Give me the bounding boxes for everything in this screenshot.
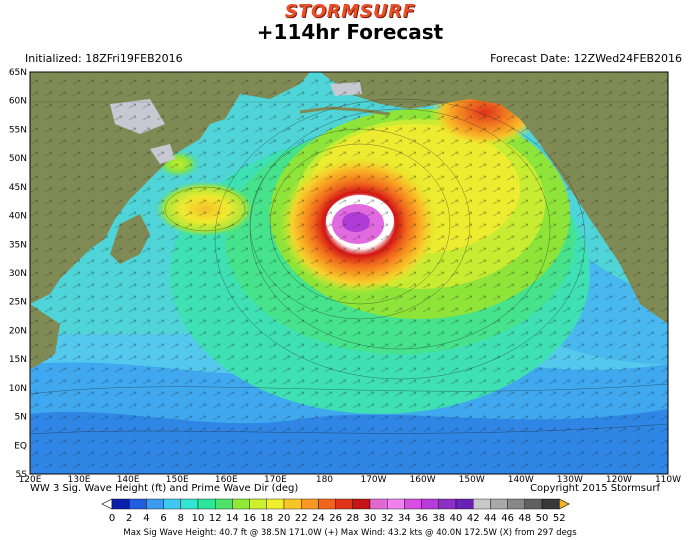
legend-label: 6 bbox=[160, 513, 166, 524]
legend-label: 42 bbox=[467, 513, 480, 524]
legend-swatch bbox=[541, 498, 560, 510]
forecast-date: Forecast Date: 12ZWed24FEB2016 bbox=[490, 52, 682, 65]
legend-swatch bbox=[163, 498, 182, 510]
legend-label: 28 bbox=[346, 513, 359, 524]
legend-swatch bbox=[524, 498, 543, 510]
lon-label: 160W bbox=[410, 475, 436, 484]
legend-label: 52 bbox=[553, 513, 566, 524]
lat-label: 55N bbox=[9, 125, 27, 135]
lon-label: 180 bbox=[316, 475, 333, 484]
lat-label: 5N bbox=[15, 413, 27, 423]
lon-label: 140W bbox=[508, 475, 534, 484]
legend-label: 8 bbox=[178, 513, 184, 524]
lat-label: 60N bbox=[9, 97, 27, 107]
legend-label: 34 bbox=[398, 513, 411, 524]
lon-label: 140E bbox=[117, 475, 140, 484]
legend-swatch bbox=[507, 498, 526, 510]
legend-label: 18 bbox=[260, 513, 273, 524]
legend-label: 0 bbox=[109, 513, 115, 524]
lat-label: EQ bbox=[14, 441, 27, 451]
legend-label: 10 bbox=[192, 513, 205, 524]
legend-swatch bbox=[146, 498, 164, 510]
lon-label: 120E bbox=[19, 475, 42, 484]
initialized-time: Initialized: 18ZFri19FEB2016 bbox=[25, 52, 183, 65]
legend-swatch bbox=[335, 498, 354, 510]
legend-swatch bbox=[232, 498, 250, 510]
copyright: Copyright 2015 Stormsurf bbox=[530, 483, 660, 494]
lat-label: 20N bbox=[9, 326, 27, 336]
legend-swatch bbox=[214, 498, 233, 510]
legend-swatch bbox=[283, 498, 302, 510]
lon-label: 170E bbox=[264, 475, 287, 484]
stormsurf-logo: STORMSURF bbox=[284, 1, 416, 22]
lon-label: 160E bbox=[215, 475, 238, 484]
wave-height-map: 65N 60N 55N 50N 45N 40N 35N 30N 25N 20N 15N 10N 5N EQ… bbox=[9, 68, 682, 484]
legend-label: 14 bbox=[226, 513, 239, 524]
legend-swatch bbox=[197, 498, 216, 510]
lat-label: 50N bbox=[9, 154, 27, 164]
lon-label: 150W bbox=[459, 475, 485, 484]
legend-arrow-low bbox=[101, 498, 113, 510]
legend-swatch bbox=[438, 498, 457, 510]
lat-label: 65N bbox=[9, 68, 27, 78]
legend-swatch bbox=[404, 498, 422, 510]
legend-swatch bbox=[387, 498, 405, 510]
lon-label: 130E bbox=[68, 475, 91, 484]
legend-label: 46 bbox=[501, 513, 514, 524]
legend-swatch bbox=[301, 498, 319, 510]
lat-label: 5S bbox=[16, 470, 28, 480]
legend-label: 12 bbox=[209, 513, 222, 524]
color-legend: 0 2 4 6 8 10 12 14 16 18 20 22 24 26 28 30 32 34 36 38 40 42 4… bbox=[101, 498, 570, 524]
legend-label: 48 bbox=[518, 513, 531, 524]
legend-swatch bbox=[318, 498, 336, 510]
lat-label: 45N bbox=[9, 183, 27, 193]
lon-label: 170W bbox=[360, 475, 386, 484]
legend-label: 2 bbox=[126, 513, 132, 524]
legend-swatch bbox=[352, 498, 371, 510]
legend-label: 22 bbox=[295, 513, 308, 524]
legend-swatch bbox=[111, 498, 130, 510]
legend-label: 16 bbox=[243, 513, 256, 524]
map-caption: WW 3 Sig. Wave Height (ft) and Prime Wav… bbox=[30, 483, 299, 494]
legend-label: 36 bbox=[415, 513, 428, 524]
legend-arrow-high bbox=[558, 498, 570, 510]
longitude-axis: 120E 130E 140E 150E 160E 170E 180 170W 160W 150W 1… bbox=[19, 475, 682, 484]
latitude-axis: 65N 60N 55N 50N 45N 40N 35N 30N 25N 20N 15N 10N 5N EQ… bbox=[9, 68, 27, 480]
lon-label: 110W bbox=[655, 475, 681, 484]
forecast-title: +114hr Forecast bbox=[256, 20, 444, 44]
lon-label: 150E bbox=[166, 475, 189, 484]
lat-label: 15N bbox=[9, 355, 27, 365]
legend-label: 32 bbox=[381, 513, 394, 524]
lon-label: 130W bbox=[557, 475, 583, 484]
legend-label: 40 bbox=[450, 513, 463, 524]
legend-label: 38 bbox=[432, 513, 445, 524]
legend-swatch bbox=[455, 498, 474, 510]
legend-swatch bbox=[473, 498, 491, 510]
legend-label: 26 bbox=[329, 513, 342, 524]
legend-label: 44 bbox=[484, 513, 497, 524]
legend-label: 24 bbox=[312, 513, 325, 524]
lat-label: 40N bbox=[9, 212, 27, 222]
legend-swatch bbox=[369, 498, 388, 510]
legend-swatch bbox=[266, 498, 285, 510]
lat-label: 35N bbox=[9, 240, 27, 250]
lat-label: 30N bbox=[9, 269, 27, 279]
legend-swatch bbox=[421, 498, 440, 510]
legend-swatch bbox=[180, 498, 199, 510]
legend-label: 20 bbox=[278, 513, 291, 524]
lat-label: 25N bbox=[9, 298, 27, 308]
legend-label: 4 bbox=[143, 513, 149, 524]
lat-label: 10N bbox=[9, 384, 27, 394]
legend-label: 30 bbox=[364, 513, 377, 524]
legend-swatch bbox=[249, 498, 268, 510]
legend-swatch bbox=[490, 498, 508, 510]
max-stats: Max Sig Wave Height: 40.7 ft @ 38.5N 171… bbox=[123, 528, 577, 538]
lon-label: 120W bbox=[606, 475, 632, 484]
legend-swatch bbox=[128, 498, 147, 510]
legend-label: 50 bbox=[536, 513, 549, 524]
